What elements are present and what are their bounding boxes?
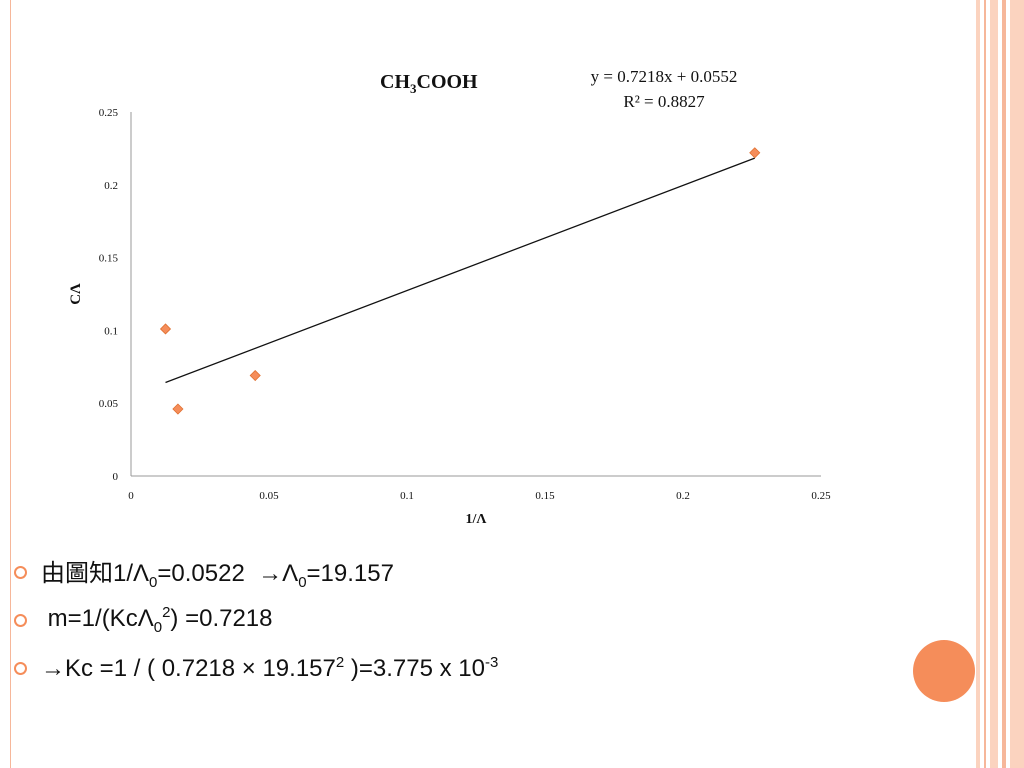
bullet-text-1: 由圖知1/Λ0=0.0522 →Λ0=19.157 [41,560,394,591]
scatter-chart: CH3COOH y = 0.7218x + 0.0552 R² = 0.8827… [68,67,831,527]
data-point [249,369,261,382]
x-tick-labels: 0 0.05 0.1 0.15 0.2 0.25 [128,490,831,502]
bullet-text-2: m=1/(KcΛ02) =0.7218 [41,604,273,636]
bullet-marker-icon [14,565,27,579]
data-point [749,147,761,159]
bullet-marker-icon [14,661,27,675]
bullet-marker-icon [14,613,27,627]
y-tick-label: 0.05 [99,398,119,410]
y-tick-label: 0.25 [99,107,119,119]
right-stripe-decoration [976,0,1024,768]
chart-title: CH3COOH [380,71,478,96]
bullet-item-1: 由圖知1/Λ0=0.0522 →Λ0=19.157 [14,552,394,592]
x-tick-label: 0.1 [400,490,414,502]
x-tick-label: 0.25 [811,490,831,502]
left-border-line [10,0,11,768]
y-tick-label: 0.15 [99,253,119,265]
data-points [159,147,761,415]
x-tick-label: 0 [128,490,134,502]
x-tick-label: 0.2 [676,490,690,502]
data-point [159,323,172,335]
x-tick-label: 0.05 [259,490,279,502]
bullet-item-3: →Kc =1 / ( 0.7218 × 19.1572 )=3.775 x 10… [14,648,498,688]
y-tick-labels: 0 0.05 0.1 0.15 0.2 0.25 [99,107,119,483]
trendline-equation: y = 0.7218x + 0.0552 [591,67,738,86]
y-tick-label: 0 [113,471,119,483]
bullet-text-3: →Kc =1 / ( 0.7218 × 19.1572 )=3.775 x 10… [41,653,499,682]
y-tick-label: 0.2 [104,180,118,192]
y-axis-label: CΛ [68,283,84,305]
data-point [172,403,184,415]
bullet-item-2: m=1/(KcΛ02) =0.7218 [14,600,273,640]
trendline [165,157,755,384]
r-squared-label: R² = 0.8827 [623,92,705,111]
x-tick-label: 0.15 [535,490,555,502]
x-axis-label: 1/Λ [466,512,487,527]
orange-circle-decoration [913,640,975,702]
y-tick-label: 0.1 [104,325,118,337]
